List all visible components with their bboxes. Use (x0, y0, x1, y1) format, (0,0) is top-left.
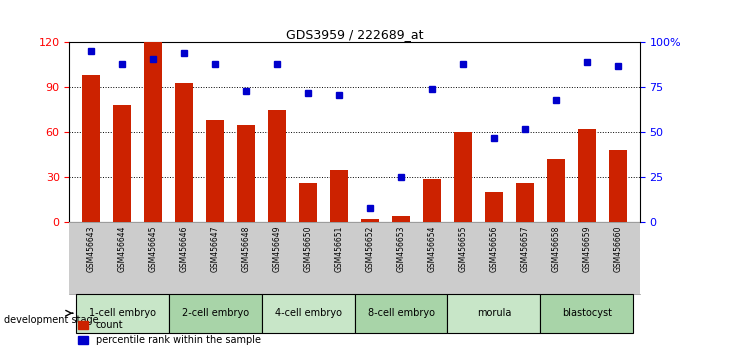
Bar (113, 105, 132, 222)
Bar (75, 293, 169, 333)
Bar (237, 125, 255, 222)
Text: GSM456646: GSM456646 (180, 225, 189, 272)
Bar (262, 293, 355, 333)
Bar (144, 42, 162, 222)
Bar (175, 83, 194, 222)
Bar (454, 132, 472, 222)
Text: GSM456648: GSM456648 (241, 225, 251, 272)
Bar (360, 219, 379, 222)
Bar (330, 170, 349, 222)
Text: morula: morula (477, 308, 511, 318)
Text: development stage: development stage (4, 315, 98, 325)
Bar (268, 110, 287, 222)
Text: GSM456659: GSM456659 (583, 225, 591, 272)
Text: 1-cell embryo: 1-cell embryo (88, 308, 156, 318)
Bar (423, 178, 442, 222)
Text: GSM456649: GSM456649 (273, 225, 281, 272)
Text: 2-cell embryo: 2-cell embryo (181, 308, 249, 318)
Text: GSM456643: GSM456643 (87, 225, 96, 272)
Bar (355, 293, 447, 333)
Text: GSM456658: GSM456658 (551, 225, 561, 272)
Bar (206, 120, 224, 222)
Text: GSM456660: GSM456660 (613, 225, 622, 272)
Text: GSM456655: GSM456655 (458, 225, 468, 272)
Text: GSM456652: GSM456652 (366, 225, 374, 272)
Text: GSM456654: GSM456654 (428, 225, 436, 272)
Text: GSM456647: GSM456647 (211, 225, 219, 272)
Bar (515, 183, 534, 222)
Bar (577, 129, 596, 222)
Text: GSM456644: GSM456644 (118, 225, 126, 272)
Text: blastocyst: blastocyst (562, 308, 612, 318)
Bar (447, 293, 540, 333)
Bar (169, 293, 262, 333)
Bar (609, 150, 627, 222)
Bar (547, 159, 565, 222)
Bar (540, 293, 634, 333)
Text: GSM456653: GSM456653 (396, 225, 406, 272)
Bar (485, 192, 503, 222)
Text: 8-cell embryo: 8-cell embryo (368, 308, 434, 318)
Text: GSM456651: GSM456651 (335, 225, 344, 272)
Text: GSM456650: GSM456650 (303, 225, 313, 272)
Bar (82, 75, 100, 222)
Legend: count, percentile rank within the sample: count, percentile rank within the sample (75, 316, 265, 349)
Text: GSM456656: GSM456656 (490, 225, 499, 272)
Bar (392, 216, 410, 222)
Bar (299, 183, 317, 222)
Text: 4-cell embryo: 4-cell embryo (275, 308, 341, 318)
Text: GSM456645: GSM456645 (148, 225, 158, 272)
Title: GDS3959 / 222689_at: GDS3959 / 222689_at (286, 28, 423, 41)
Text: GSM456657: GSM456657 (520, 225, 529, 272)
